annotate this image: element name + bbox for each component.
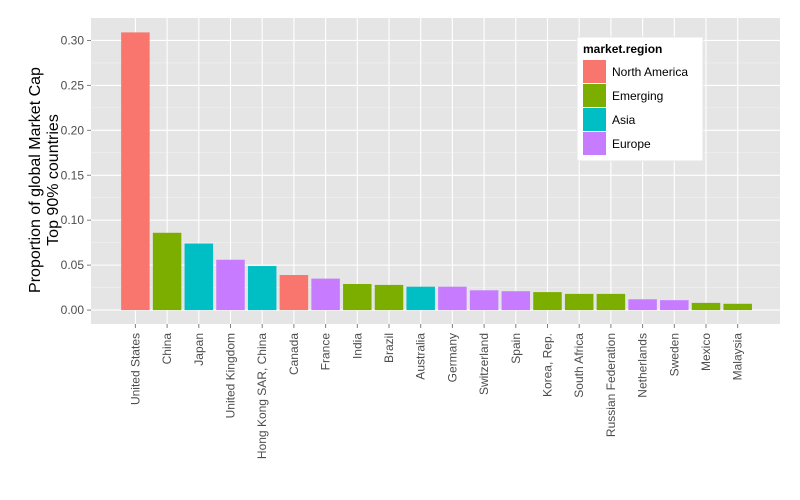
x-tick-label: Korea, Rep. (541, 333, 555, 397)
bar (121, 32, 150, 311)
bar (184, 243, 214, 311)
legend-swatch (583, 108, 606, 131)
x-tick-label: Canada (287, 333, 301, 375)
bar (152, 232, 182, 311)
x-tick-label: Brazil (382, 333, 396, 363)
bar (596, 293, 626, 311)
x-tick-label: Australia (414, 333, 428, 380)
y-tick-label: 0.25 (61, 78, 85, 92)
x-tick-label: Hong Kong SAR, China (255, 333, 269, 459)
x-tick-label: Netherlands (636, 333, 650, 398)
x-tick-label: China (160, 333, 174, 365)
y-tick-label: 0.30 (61, 33, 85, 47)
x-tick-label: Mexico (699, 333, 713, 371)
legend-label: Asia (612, 113, 636, 127)
x-tick-label: United Kingdom (224, 333, 238, 418)
legend: market.region North America Emerging Asia Eu… (576, 36, 704, 162)
bar (660, 300, 689, 311)
y-tick-label: 0.10 (61, 213, 85, 227)
bar (311, 278, 340, 311)
bars (121, 32, 752, 311)
x-tick-label: United States (128, 333, 142, 405)
y-axis-title-line-1: Proportion of global Market Cap (27, 67, 44, 293)
legend-label: Emerging (612, 89, 663, 103)
bar (533, 292, 562, 311)
y-tick-label: 0.05 (61, 258, 85, 272)
bar (216, 259, 245, 311)
x-tick-label: Germany (445, 333, 459, 382)
x-axis-ticks: United States China Japan United Kingdom Hon… (128, 324, 745, 459)
bar (374, 284, 404, 311)
bar (247, 266, 277, 311)
y-tick-label: 0.20 (61, 123, 85, 137)
bar (723, 303, 752, 311)
bar (691, 302, 721, 311)
legend-swatch (583, 60, 606, 83)
y-axis-title: Proportion of global Market Cap Top 90% … (27, 67, 62, 293)
bar (628, 299, 657, 311)
x-tick-label: India (350, 333, 364, 359)
x-tick-label: Malaysia (731, 333, 745, 381)
bar (564, 293, 594, 311)
x-tick-label: Japan (192, 333, 206, 366)
bar (469, 290, 499, 311)
legend-swatch (583, 84, 606, 107)
y-tick-label: 0.15 (61, 168, 85, 182)
x-tick-label: Spain (509, 333, 523, 364)
bar (406, 286, 435, 311)
bar (343, 284, 372, 311)
y-tick-label: 0.00 (61, 303, 85, 317)
legend-swatch (583, 132, 606, 155)
legend-label: North America (612, 65, 688, 79)
x-tick-label: France (319, 333, 333, 371)
x-tick-label: South Africa (572, 333, 586, 398)
y-axis-ticks: 0.00 0.05 0.10 0.15 0.20 0.25 0.30 (61, 33, 91, 317)
legend-title: market.region (583, 42, 662, 56)
x-tick-label: Switzerland (477, 333, 491, 395)
bar (438, 286, 467, 311)
legend-label: Europe (612, 137, 651, 151)
y-axis-title-line-2: Top 90% countries (45, 114, 62, 246)
bar (501, 291, 531, 311)
x-tick-label: Sweden (667, 333, 681, 376)
x-tick-label: Russian Federation (604, 333, 618, 437)
bar (279, 275, 309, 311)
